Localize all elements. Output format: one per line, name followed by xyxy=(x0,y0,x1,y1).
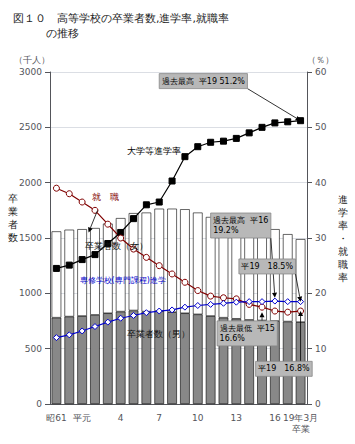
svg-text:40: 40 xyxy=(315,178,327,188)
svg-text:卒: 卒 xyxy=(8,193,18,204)
svg-text:（％）: （％） xyxy=(307,55,334,65)
svg-text:・: ・ xyxy=(338,233,348,244)
svg-text:19.2%: 19.2% xyxy=(213,226,239,235)
svg-text:2000: 2000 xyxy=(19,178,42,188)
svg-text:者: 者 xyxy=(8,219,18,230)
svg-text:業: 業 xyxy=(8,206,18,217)
svg-text:7: 7 xyxy=(156,413,162,423)
svg-text:500: 500 xyxy=(25,344,42,354)
svg-text:過去最低 平15: 過去最低 平15 xyxy=(220,324,275,333)
svg-text:20: 20 xyxy=(315,288,327,298)
svg-text:大学等進学率: 大学等進学率 xyxy=(127,146,181,156)
svg-text:平元: 平元 xyxy=(73,413,91,423)
svg-text:過去最高 平19 51.2%: 過去最高 平19 51.2% xyxy=(162,77,246,86)
svg-text:10: 10 xyxy=(315,344,327,354)
svg-text:数: 数 xyxy=(8,232,18,243)
svg-text:13: 13 xyxy=(231,413,242,423)
svg-text:就: 就 xyxy=(338,246,348,257)
svg-text:平19 18.5%: 平19 18.5% xyxy=(241,262,293,271)
svg-text:就 職: 就 職 xyxy=(92,192,119,202)
svg-text:1500: 1500 xyxy=(19,233,42,243)
svg-text:10: 10 xyxy=(192,413,204,423)
svg-text:卒業: 卒業 xyxy=(292,424,310,434)
svg-text:50: 50 xyxy=(315,122,327,132)
svg-text:30: 30 xyxy=(315,233,327,243)
svg-text:（千人）: （千人） xyxy=(14,55,50,65)
svg-text:0: 0 xyxy=(36,399,42,409)
svg-text:0: 0 xyxy=(315,399,321,409)
svg-text:2500: 2500 xyxy=(19,122,42,132)
svg-text:学: 学 xyxy=(338,207,348,218)
svg-text:卒業者数（男）: 卒業者数（男） xyxy=(127,329,190,339)
svg-text:専修学校(専門課程)進学: 専修学校(専門課程)進学 xyxy=(80,276,166,285)
svg-text:卒業者数（女）: 卒業者数（女） xyxy=(85,241,148,251)
svg-text:昭61: 昭61 xyxy=(46,413,66,423)
svg-text:の推移: の推移 xyxy=(13,27,79,40)
svg-text:60: 60 xyxy=(315,67,327,77)
svg-text:過去最高 平16: 過去最高 平16 xyxy=(213,216,268,225)
svg-text:3000: 3000 xyxy=(19,67,42,77)
svg-text:16.6%: 16.6% xyxy=(220,334,246,343)
svg-text:率: 率 xyxy=(338,272,348,283)
svg-text:図１０ 高等学校の卒業者数,進学率,就職率: 図１０ 高等学校の卒業者数,進学率,就職率 xyxy=(13,12,229,25)
svg-text:19年3月: 19年3月 xyxy=(283,413,318,423)
svg-text:職: 職 xyxy=(338,259,348,270)
svg-text:16: 16 xyxy=(269,413,281,423)
svg-text:4: 4 xyxy=(118,413,124,423)
svg-text:平19 16.8%: 平19 16.8% xyxy=(258,364,310,373)
svg-text:1000: 1000 xyxy=(19,288,42,298)
svg-text:率: 率 xyxy=(338,220,348,231)
svg-text:進: 進 xyxy=(338,194,348,205)
